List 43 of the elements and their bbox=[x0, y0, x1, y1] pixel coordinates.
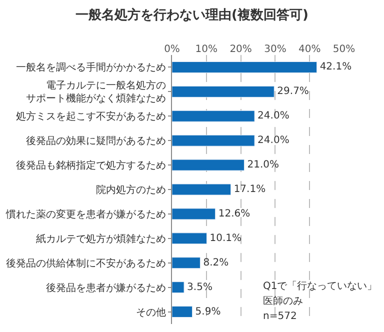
data-label: 21.0% bbox=[247, 160, 280, 171]
data-label: 24.0% bbox=[258, 135, 290, 146]
x-tick-label: 20% bbox=[230, 44, 252, 55]
x-tick-label: 10% bbox=[195, 44, 218, 55]
data-label: 29.7% bbox=[277, 86, 309, 98]
bar bbox=[172, 134, 255, 146]
y-tick-label: 一般名を調べる手間がかかるため bbox=[16, 62, 166, 74]
y-tick-label: 後発品も銘柄指定で処方するため bbox=[16, 160, 166, 172]
annotation: 医師のみ bbox=[263, 295, 303, 307]
x-tick-label: 50% bbox=[332, 44, 356, 55]
bar bbox=[172, 282, 184, 294]
x-tick-label: 30% bbox=[264, 44, 286, 55]
y-tick-label: 電子カルテに一般名処方のサポート機能がなく煩雑なため bbox=[26, 80, 166, 105]
y-tick-label: 処方ミスを起こす不安があるため bbox=[16, 110, 166, 123]
data-label: 8.2% bbox=[203, 257, 229, 268]
y-tick-label: 後発品の供給体制に不安があるため bbox=[6, 257, 166, 270]
bar bbox=[172, 184, 232, 196]
annotation: n=572 bbox=[263, 311, 297, 322]
y-tick-label: 院内処方のため bbox=[96, 184, 166, 196]
data-label: 10.1% bbox=[210, 232, 242, 244]
data-label: 12.6% bbox=[218, 208, 250, 220]
data-label: 5.9% bbox=[195, 306, 221, 318]
y-tick-label: その他 bbox=[136, 306, 166, 318]
data-label: 42.1% bbox=[320, 62, 352, 73]
y-tick-label: 紙カルテで処方が煩雑なため bbox=[36, 232, 166, 245]
bar bbox=[172, 159, 244, 171]
data-label: 24.0% bbox=[258, 110, 290, 122]
y-tick-label: 後発品の効果に疑問があるため bbox=[26, 135, 166, 148]
bar bbox=[172, 208, 216, 220]
bar bbox=[172, 232, 207, 244]
data-label: 17.1% bbox=[234, 184, 266, 195]
y-tick-label: 後発品を患者が嫌がるため bbox=[46, 282, 166, 294]
y-tick-label: 慣れた薬の変更を患者が嫌がるため bbox=[5, 208, 166, 220]
bar bbox=[172, 306, 193, 318]
bar bbox=[172, 86, 274, 98]
data-label: 3.5% bbox=[187, 282, 212, 293]
x-tick-label: 0% bbox=[164, 44, 180, 55]
bar bbox=[172, 257, 200, 269]
annotation: Q1で「行なっていない」 bbox=[263, 280, 378, 292]
x-tick-label: 40% bbox=[298, 44, 321, 55]
chart-title: 一般名処方を行わない理由(複数回答可) bbox=[76, 7, 308, 24]
bar bbox=[172, 110, 255, 122]
bar bbox=[172, 61, 318, 73]
